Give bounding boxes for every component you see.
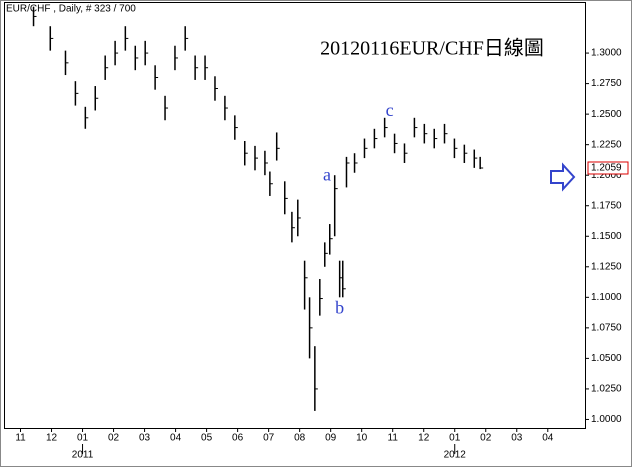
x-tick-label: 02 xyxy=(480,433,492,444)
x-tick-label: 03 xyxy=(511,433,523,444)
x-tick-label: 10 xyxy=(356,433,368,444)
x-tick-label: 04 xyxy=(542,433,554,444)
y-tick-label: 1.1000 xyxy=(591,292,622,303)
chart-title: 20120116EUR/CHF日線圖 xyxy=(320,37,544,60)
y-tick-label: 1.0250 xyxy=(591,384,622,395)
wave-label: b xyxy=(335,298,344,318)
x-tick-label: 04 xyxy=(170,433,182,444)
x-tick-label: 03 xyxy=(139,433,151,444)
y-tick-label: 1.0000 xyxy=(591,414,622,425)
x-tick-label: 02 xyxy=(108,433,120,444)
x-tick-label: 06 xyxy=(232,433,244,444)
y-tick-label: 1.0500 xyxy=(591,353,622,364)
x-tick-label: 09 xyxy=(325,433,337,444)
x-tick-label: 12 xyxy=(46,433,58,444)
year-label: 2011 xyxy=(72,450,94,461)
x-tick-label: 07 xyxy=(263,433,275,444)
y-tick-label: 1.1750 xyxy=(591,200,622,211)
x-tick-label: 11 xyxy=(15,433,26,444)
wave-label: a xyxy=(323,165,331,185)
y-tick-label: 1.2500 xyxy=(591,109,622,120)
y-tick-label: 1.2250 xyxy=(591,139,622,150)
x-tick-label: 05 xyxy=(201,433,213,444)
plot-area xyxy=(4,2,586,429)
y-tick-label: 1.3000 xyxy=(591,48,622,59)
x-tick-label: 01 xyxy=(449,433,461,444)
x-tick-label: 11 xyxy=(388,433,399,444)
year-label: 2012 xyxy=(444,450,467,461)
y-tick-label: 1.2000 xyxy=(591,170,622,181)
x-tick-label: 01 xyxy=(77,433,89,444)
y-tick-label: 1.0750 xyxy=(591,322,622,333)
wave-label: c xyxy=(386,100,394,120)
y-tick-label: 1.1250 xyxy=(591,261,622,272)
last-price-label: 1.2059 xyxy=(591,163,622,174)
y-tick-label: 1.2750 xyxy=(591,78,622,89)
y-tick-label: 1.1500 xyxy=(591,231,622,242)
chart-header: EUR/CHF , Daily, # 323 / 700 xyxy=(6,4,136,15)
arrow-icon xyxy=(550,162,576,192)
x-tick-label: 08 xyxy=(294,433,306,444)
x-tick-label: 12 xyxy=(418,433,430,444)
last-price-box xyxy=(587,161,629,175)
